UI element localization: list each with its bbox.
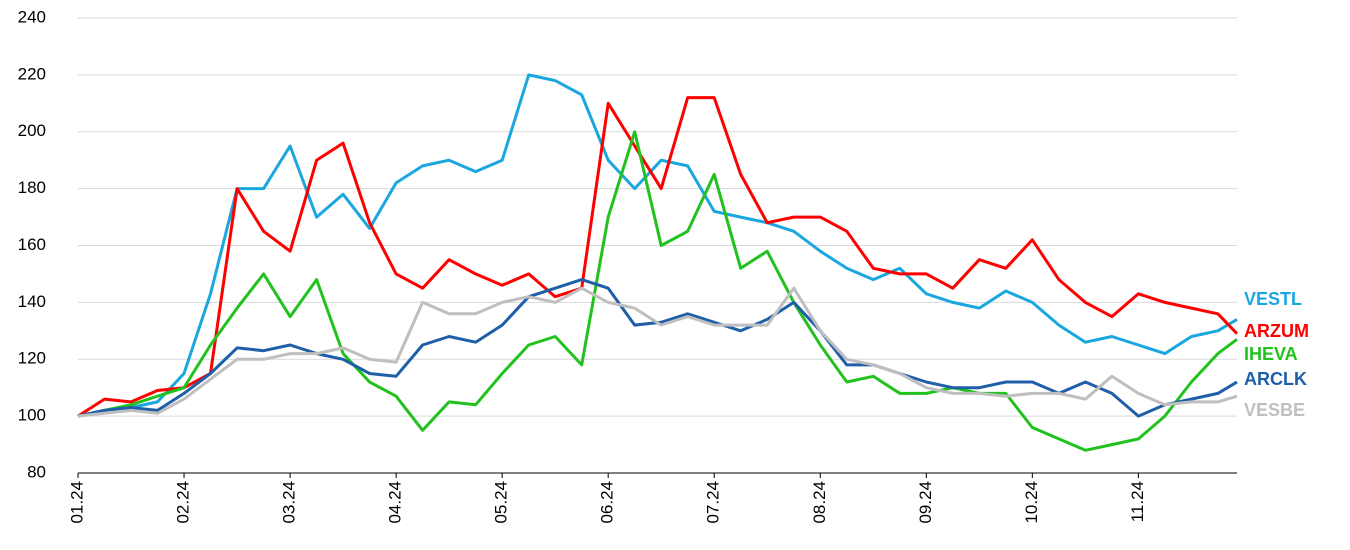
x-tick-label: 04.24 — [386, 481, 405, 524]
y-tick-label: 180 — [18, 178, 46, 197]
y-tick-label: 200 — [18, 121, 46, 140]
series-label: ARZUM — [1244, 321, 1309, 341]
x-tick-label: 08.24 — [810, 481, 829, 524]
y-tick-label: 120 — [18, 349, 46, 368]
x-tick-label: 01.24 — [67, 481, 86, 524]
series-label: ARCLK — [1244, 369, 1307, 389]
y-tick-label: 140 — [18, 292, 46, 311]
x-tick-label: 06.24 — [598, 481, 617, 524]
series-line — [77, 286, 1238, 418]
series-line — [77, 96, 1239, 418]
x-tick-label: 03.24 — [280, 481, 299, 524]
x-tick-label: 07.24 — [704, 481, 723, 524]
series-line — [77, 73, 1238, 418]
y-tick-label: 220 — [18, 64, 46, 83]
series-label: VESTL — [1244, 289, 1302, 309]
series-line — [77, 278, 1238, 418]
y-tick-label: 240 — [18, 7, 46, 26]
x-tick-label: 09.24 — [916, 481, 935, 524]
series-line — [77, 130, 1238, 452]
y-tick-label: 80 — [27, 462, 46, 481]
series-label: IHEVA — [1244, 344, 1298, 364]
series-label: VESBE — [1244, 400, 1305, 420]
y-tick-label: 100 — [18, 406, 46, 425]
y-tick-label: 160 — [18, 235, 46, 254]
x-tick-label: 05.24 — [492, 481, 511, 524]
x-tick-label: 11.24 — [1128, 481, 1147, 522]
x-tick-label: 02.24 — [174, 481, 193, 524]
x-tick-label: 10.24 — [1022, 481, 1041, 524]
